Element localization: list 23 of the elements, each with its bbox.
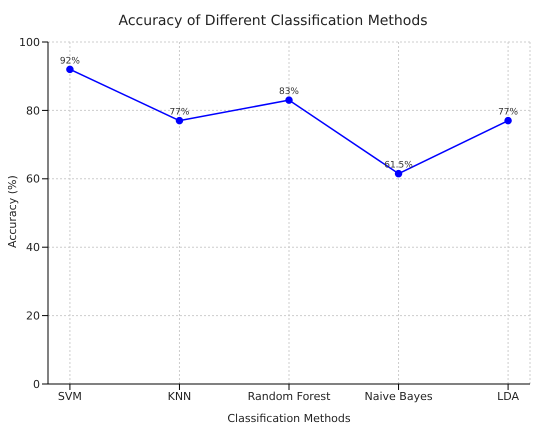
y-axis-title: Accuracy (%) bbox=[6, 175, 19, 248]
x-tick-label: KNN bbox=[168, 390, 192, 403]
point bbox=[504, 116, 512, 124]
point bbox=[176, 116, 184, 124]
y-tick-label: 100 bbox=[19, 36, 40, 49]
x-tick-label: LDA bbox=[497, 390, 520, 403]
data-label: 83% bbox=[278, 87, 300, 98]
x-tick-label: Random Forest bbox=[248, 390, 332, 403]
x-axis-title: Classification Methods bbox=[227, 412, 351, 425]
chart-title: Accuracy of Different Classification Methods bbox=[118, 12, 428, 31]
point bbox=[394, 170, 402, 178]
y-tick-label: 20 bbox=[26, 310, 40, 323]
point bbox=[285, 96, 293, 104]
x-tick-label: Naive Bayes bbox=[364, 390, 433, 403]
y-tick-label: 80 bbox=[26, 104, 40, 118]
y-tick-label: 40 bbox=[26, 241, 40, 254]
y-tick-label: 0 bbox=[33, 378, 40, 391]
data-label: 92% bbox=[60, 56, 80, 66]
data-label: 77% bbox=[498, 108, 519, 118]
point bbox=[66, 66, 74, 74]
y-tick-label: 60 bbox=[26, 172, 40, 186]
data-label: 77% bbox=[169, 108, 190, 118]
x-tick-label: SVM bbox=[58, 390, 82, 403]
